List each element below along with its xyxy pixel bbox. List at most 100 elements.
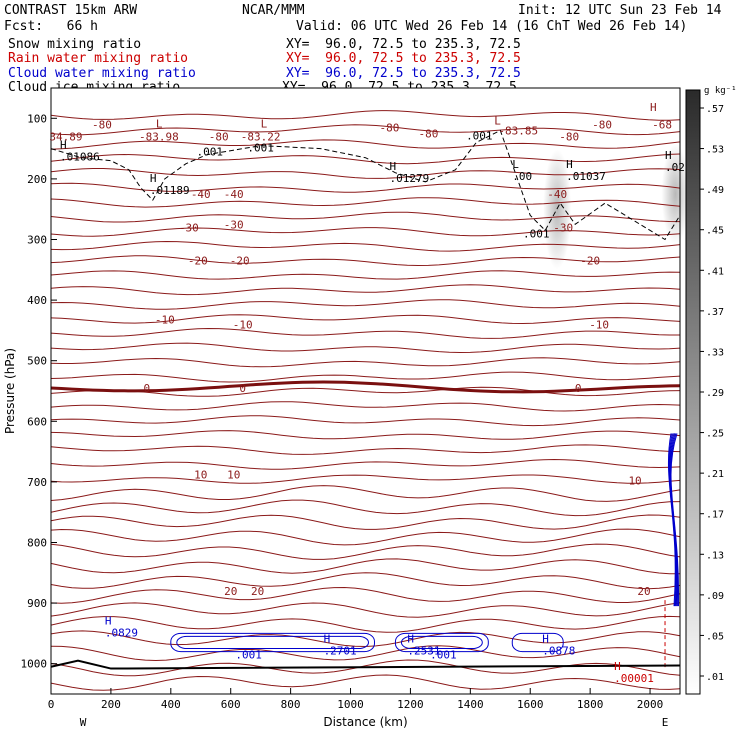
y-tick-label: 500 [27, 355, 47, 368]
contour-label: -10 [233, 318, 253, 331]
x-tick-label: 400 [161, 698, 181, 711]
extremum-value: .2701 [324, 644, 357, 657]
extremum-value: .02 [665, 161, 685, 174]
x-tick-label: 800 [281, 698, 301, 711]
x-tick-label: 2000 [637, 698, 664, 711]
temperature-contour [50, 182, 681, 193]
colorbar-tick-label: .17 [706, 510, 724, 521]
colorbar-tick-label: .29 [706, 388, 724, 399]
temperature-contour [50, 474, 681, 484]
contour-label-small: .001 [523, 227, 550, 240]
contour-label: -40 [191, 188, 211, 201]
colorbar-tick-label: .49 [706, 185, 724, 196]
y-tick-label: 300 [27, 234, 47, 247]
cloud-water-contour-east [670, 433, 680, 607]
cloud-water-contour [511, 632, 564, 653]
extremum-value: .2531 [407, 644, 440, 657]
extremum-marker: L [156, 117, 163, 130]
extremum-value: .00 [512, 170, 532, 183]
colorbar-tick-label: .57 [706, 104, 724, 115]
temperature-contour [50, 211, 681, 223]
temperature-contour [50, 240, 681, 252]
temperature-contour [50, 458, 681, 470]
extremum-marker: H [60, 139, 67, 152]
contour-label: -10 [155, 313, 175, 326]
extremum-value: .01037 [566, 170, 606, 183]
x-tick-label: 1200 [397, 698, 424, 711]
contour-label: 20 [224, 585, 237, 598]
contour-label: -30 [553, 221, 573, 234]
contour-label: 10 [227, 469, 240, 482]
contour-label: -80 [592, 118, 612, 131]
extremum-marker: L [512, 158, 519, 171]
temperature-contour [50, 255, 681, 267]
temperature-contour [50, 528, 681, 546]
colorbar-unit: g kg⁻¹ [704, 86, 737, 96]
colorbar-tick-label: .21 [706, 469, 724, 480]
contour-label: -40 [547, 188, 567, 201]
temperature-contour [50, 499, 681, 517]
cloud-water-contour [176, 635, 369, 650]
field-xy-cloud-water: XY= 96.0, 72.5 to 235.3, 72.5 [286, 66, 521, 81]
contour-label: 10 [194, 469, 207, 482]
contour-label: -83.22 [241, 130, 281, 143]
extremum-value: .01086 [60, 151, 100, 164]
temperature-contour [50, 197, 681, 208]
x-tick-label: 200 [101, 698, 121, 711]
colorbar-tick-label: .33 [706, 347, 724, 358]
field-xy-snow: XY= 96.0, 72.5 to 235.3, 72.5 [286, 37, 521, 52]
x-axis-label: Distance (km) [323, 715, 407, 729]
contour-label: -20 [580, 255, 600, 268]
x-tick-label: 1400 [457, 698, 484, 711]
temperature-contour [50, 168, 681, 179]
contour-label: 34.89 [49, 130, 82, 143]
temperature-contour [50, 659, 681, 677]
extremum-marker: H [324, 632, 331, 645]
extremum-marker: H [665, 149, 672, 162]
contour-label: 20 [637, 585, 650, 598]
center-title: NCAR/MMM [242, 3, 305, 18]
contour-label: -83.98 [139, 130, 179, 143]
contour-label: -20 [230, 255, 250, 268]
cloud-water-contour [394, 632, 489, 653]
contour-label-small: .001 [235, 649, 262, 662]
temperature-contour [50, 401, 681, 412]
contour-label-small: .001 [466, 129, 493, 142]
x-tick-label: 1000 [337, 698, 364, 711]
extremum-marker: H [105, 614, 112, 627]
contour-label: -80 [559, 130, 579, 143]
temperature-contour [50, 110, 681, 121]
temperature-contour [50, 430, 681, 440]
y-tick-label: 100 [27, 112, 47, 125]
contour-label: -80 [92, 118, 112, 131]
contour-label-small: .001 [430, 649, 457, 662]
temperature-contour [50, 139, 681, 150]
temperature-contour [50, 444, 681, 455]
contour-label: -40 [224, 188, 244, 201]
cloud-ice-contour [50, 129, 681, 241]
contour-label-small: .001 [196, 146, 223, 159]
contour-label: -30 [224, 218, 244, 231]
contour-label: -30 [179, 221, 199, 234]
cloud-water-contour [400, 635, 483, 650]
extremum-marker: H [150, 172, 157, 185]
temperature-contour [50, 299, 681, 310]
plot-frame [50, 87, 681, 695]
contour-label: -80 [380, 121, 400, 134]
extremum-marker: H [389, 160, 396, 173]
y-axis-label: Pressure (hPa) [3, 348, 17, 434]
temperature-contour [50, 270, 681, 280]
contour-label: 10 [628, 475, 641, 488]
colorbar-tick-label: .41 [706, 266, 724, 277]
contour-label: -20 [188, 255, 208, 268]
y-tick-label: 800 [27, 537, 47, 550]
colorbar-tick-label: .09 [706, 591, 724, 602]
temperature-contour [50, 645, 681, 662]
temperature-contour [50, 227, 681, 237]
y-tick-label: 200 [27, 173, 47, 186]
temperature-contour [50, 674, 681, 691]
extremum-value: .0878 [542, 644, 575, 657]
temperature-contour [50, 558, 681, 575]
cloud-water-contour [170, 632, 375, 653]
extremum-value: .0829 [105, 626, 138, 639]
